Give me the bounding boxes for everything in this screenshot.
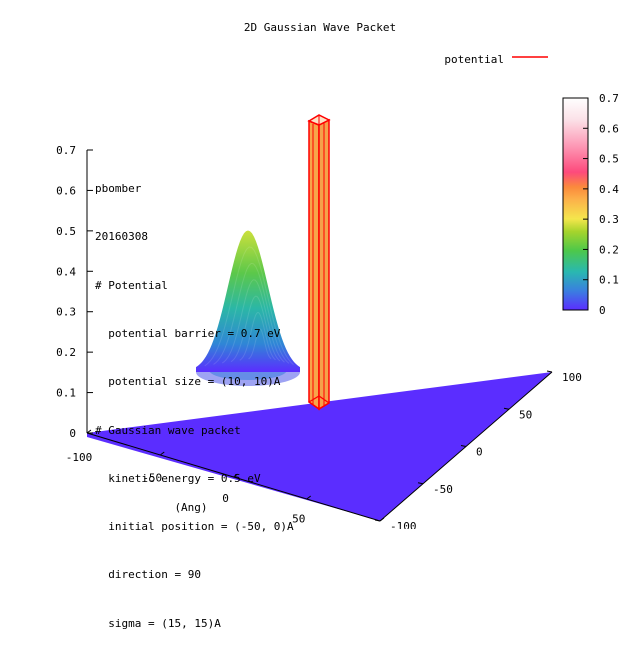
annotation-line: potential size = (10, 10)A — [95, 375, 281, 389]
packet-mesh-line — [230, 295, 281, 363]
colorbar — [562, 97, 589, 311]
annotation-line: direction = 90 — [95, 568, 201, 582]
potential-barrier — [307, 114, 331, 411]
packet-mesh-line — [221, 279, 285, 364]
z-tick-label: 0.6 — [56, 184, 76, 197]
packet-mesh-line — [239, 312, 276, 361]
x-tick-label: 0 — [222, 492, 229, 505]
x-tick-label: -100 — [66, 451, 93, 464]
z-tick-label: 0 — [69, 427, 76, 440]
y-tick-label: -50 — [433, 483, 453, 496]
annotation-block: pbomber 20160308 # Potential potential b… — [95, 149, 294, 648]
annotation-line: potential barrier = 0.7 eV — [95, 327, 281, 341]
x-tick-mark — [306, 495, 312, 500]
annotation-line: initial position = (-50, 0)A — [95, 520, 294, 534]
y-tick-label: 50 — [519, 408, 532, 421]
annotation-line: sigma = (15, 15)A — [95, 616, 221, 630]
z-tick-label: 0.5 — [56, 225, 76, 238]
colorbar-tick-label: 0.5 — [599, 153, 619, 166]
packet-surface — [196, 230, 300, 372]
chart-title: 2D Gaussian Wave Packet — [244, 21, 396, 34]
colorbar-tick-label: 0.7 — [599, 92, 619, 105]
y-tick-mark — [546, 370, 553, 373]
y-tick-mark — [460, 445, 467, 447]
packet-mesh-line — [248, 328, 272, 360]
y-tick-mark — [503, 407, 510, 410]
packet-mesh-line — [204, 246, 294, 367]
legend-label: potential — [444, 53, 504, 66]
annotation-line: 20160308 — [95, 230, 148, 244]
x-tick-mark — [86, 429, 92, 434]
y-tick-mark — [374, 519, 381, 522]
colorbar-tick-label: 0.2 — [599, 243, 619, 256]
colorbar-tick-label: 0.3 — [599, 213, 619, 226]
x-axis-label: (Ang) — [174, 501, 207, 514]
z-tick-label: 0.1 — [56, 387, 76, 400]
packet-mesh-line — [213, 262, 290, 365]
annotation-line: pbomber — [95, 182, 142, 196]
y-tick-label: 0 — [476, 446, 483, 459]
chart-canvas: 2D Gaussian Wave Packet potential 00.10.… — [56, 21, 619, 529]
x-tick-mark — [159, 451, 165, 456]
x-tick-label: 50 — [292, 513, 305, 526]
y-tick-mark — [417, 482, 424, 485]
colorbar-tick-label: 0.1 — [599, 274, 619, 287]
annotation-line: kinetic energy = 0.5 eV — [95, 471, 261, 485]
barrier-front-face — [308, 119, 320, 411]
barrier-base — [307, 395, 331, 410]
z-axis-ticks: 0 0.1 0.2 0.3 0.4 0.5 0.6 0.7 — [56, 144, 93, 440]
colorbar-ticks: 0.7 0.6 0.5 0.4 0.3 0.2 0.1 0 — [583, 92, 619, 317]
z-tick-label: 0.7 — [56, 144, 76, 157]
x-tick-label: -50 — [142, 472, 162, 485]
y-tick-label: 100 — [562, 371, 582, 384]
x-tick-mark — [233, 473, 238, 478]
colorbar-tick-label: 0.6 — [599, 122, 619, 135]
y-tick-label: -100 — [390, 520, 417, 529]
colorbar-tick-label: 0.4 — [599, 183, 619, 196]
z-tick-label: 0.4 — [56, 265, 76, 278]
annotation-line: # Potential — [95, 278, 168, 292]
y-axis-ticks: 100 50 0 -50 -100 — [374, 370, 582, 529]
z-tick-label: 0.2 — [56, 346, 76, 359]
colorbar-tick-label: 0 — [599, 304, 606, 317]
gaussian-packet — [196, 230, 300, 386]
surface-floor — [87, 372, 552, 521]
annotation-line: # Gaussian wave packet — [95, 423, 241, 437]
z-tick-label: 0.3 — [56, 306, 76, 319]
x-tick-mark — [379, 517, 385, 522]
